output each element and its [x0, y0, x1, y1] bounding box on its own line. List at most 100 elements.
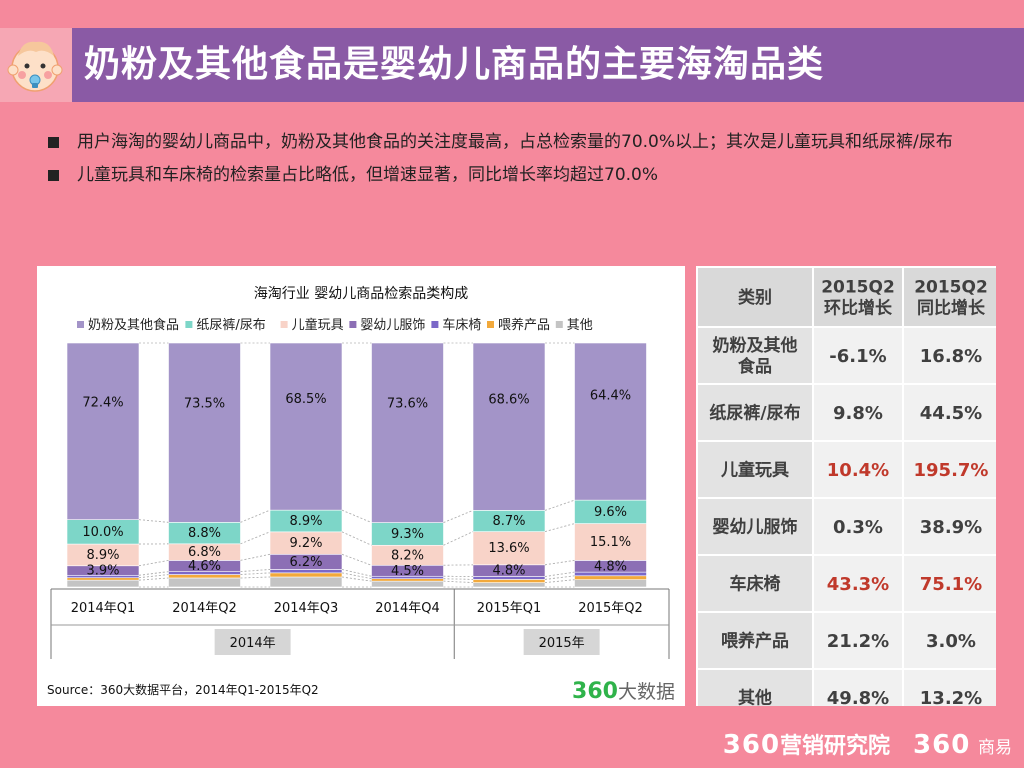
table-row — [698, 328, 812, 383]
group-label-bg — [214, 629, 291, 655]
x-tick-label: 2014年Q3 — [274, 601, 339, 616]
qoq-value: 10.4% — [827, 460, 889, 481]
category-cell: 喂养产品 — [721, 631, 789, 652]
bar-segment — [269, 572, 343, 578]
table-header-text: 同比增长 — [917, 298, 986, 319]
table-header-cell — [904, 268, 998, 326]
connector-line — [240, 569, 271, 573]
qoq-value: 43.3% — [827, 574, 889, 595]
table-cell — [814, 328, 902, 383]
brand-left-text: 营销研究院 — [780, 734, 891, 759]
legend-label: 车床椅 — [442, 317, 481, 333]
data-label: 4.5% — [391, 564, 424, 579]
connector-line — [138, 519, 169, 523]
chart-title: 海淘行业 婴幼儿商品检索品类构成 — [254, 285, 468, 302]
data-label: 72.4% — [82, 396, 123, 411]
connector-line — [341, 553, 372, 566]
connector-line — [443, 580, 474, 584]
qoq-value: -6.1% — [829, 346, 886, 367]
bullet-list: 用户海淘的婴幼儿商品中，奶粉及其他食品的关注度最高，占总检索量的70.0%以上；… — [48, 126, 988, 192]
connector-line — [138, 574, 169, 579]
data-label: 6.8% — [188, 545, 221, 560]
table-cell — [904, 556, 998, 611]
bar-segment — [269, 569, 343, 574]
bar-segment — [472, 342, 546, 511]
table-row — [698, 385, 812, 440]
qoq-value: 49.8% — [827, 688, 889, 706]
data-label: 73.5% — [184, 397, 225, 412]
brand-right-text: 商易 — [978, 738, 1012, 758]
baby-face-icon — [0, 28, 72, 102]
x-tick-label: 2014年Q4 — [375, 601, 440, 616]
data-label: 73.6% — [387, 397, 428, 412]
category-cell: 纸尿裤/尿布 — [709, 403, 800, 424]
legend-label: 奶粉及其他食品 — [88, 317, 179, 333]
connector-line — [240, 509, 271, 523]
data-label: 15.1% — [590, 535, 631, 550]
yoy-value: 75.1% — [920, 574, 982, 595]
yoy-value: 38.9% — [920, 517, 982, 538]
connector-line — [341, 572, 372, 580]
connector-line — [544, 571, 575, 577]
table-cell — [904, 499, 998, 554]
data-label: 9.3% — [391, 527, 424, 542]
table-header-text: 类别 — [738, 287, 772, 308]
data-label: 3.9% — [86, 564, 119, 579]
table-cell — [904, 613, 998, 668]
logo-360-bigdata: 360大数据 — [572, 677, 675, 704]
x-tick-label: 2014年Q1 — [71, 601, 136, 616]
table-cell — [814, 556, 902, 611]
data-label: 64.4% — [590, 389, 631, 404]
table-header-cell — [698, 268, 812, 326]
bullet-text: 用户海淘的婴幼儿商品中，奶粉及其他食品的关注度最高，占总检索量的70.0%以上；… — [77, 132, 953, 152]
yoy-value: 16.8% — [920, 346, 982, 367]
table-header-text: 2015Q2 — [821, 278, 895, 298]
legend-label: 儿童玩具 — [292, 317, 344, 333]
bullet-item: 儿童玩具和车床椅的检索量占比略低，但增速显著，同比增长率均超过70.0% — [48, 159, 988, 192]
connector-line — [544, 499, 575, 511]
data-label: 8.8% — [188, 526, 221, 541]
bar-segment — [574, 342, 647, 501]
table-row — [698, 442, 812, 497]
category-cell: 其他 — [738, 688, 772, 706]
connector-line — [240, 531, 271, 545]
connector-line — [138, 560, 169, 567]
bullet-square-icon — [48, 170, 59, 181]
bullet-item: 用户海淘的婴幼儿商品中，奶粉及其他食品的关注度最高，占总检索量的70.0%以上；… — [48, 126, 988, 159]
data-label: 68.5% — [285, 392, 326, 407]
legend-swatch — [280, 321, 288, 328]
bar-segment — [269, 342, 343, 511]
source-note: Source：360大数据平台，2014年Q1-2015年Q2 — [47, 683, 319, 697]
legend-label: 喂养产品 — [498, 317, 550, 333]
legend-swatch — [77, 321, 84, 328]
qoq-value: 0.3% — [833, 517, 883, 538]
data-label: 9.2% — [289, 536, 322, 551]
category-cell: 车床椅 — [730, 574, 781, 595]
x-tick-label: 2014年Q2 — [172, 601, 237, 616]
bullet-text: 儿童玩具和车床椅的检索量占比略低，但增速显著，同比增长率均超过70.0% — [77, 165, 659, 185]
category-cell: 奶粉及其他 — [713, 335, 798, 356]
title-bar — [0, 28, 1024, 102]
table-header-text: 环比增长 — [824, 298, 893, 319]
bar-segment — [472, 582, 546, 588]
bar-segment — [66, 342, 140, 520]
yoy-value: 3.0% — [926, 631, 976, 652]
table-cell — [814, 499, 902, 554]
yoy-value: 44.5% — [920, 403, 982, 424]
legend-label: 其他 — [567, 318, 593, 333]
bar-segment — [574, 523, 647, 561]
bullet-square-icon — [48, 137, 59, 148]
connector-line — [240, 553, 271, 561]
connector-line — [341, 576, 372, 582]
category-cell: 婴幼儿服饰 — [713, 517, 798, 538]
brand-left-number: 360 — [722, 730, 781, 760]
group-label: 2014年 — [230, 636, 276, 651]
data-label: 10.0% — [82, 525, 123, 540]
bar-segment — [66, 579, 140, 588]
connector-line — [544, 579, 575, 584]
table-header-cell — [814, 268, 902, 326]
connector-line — [240, 572, 271, 575]
connector-line — [544, 575, 575, 580]
